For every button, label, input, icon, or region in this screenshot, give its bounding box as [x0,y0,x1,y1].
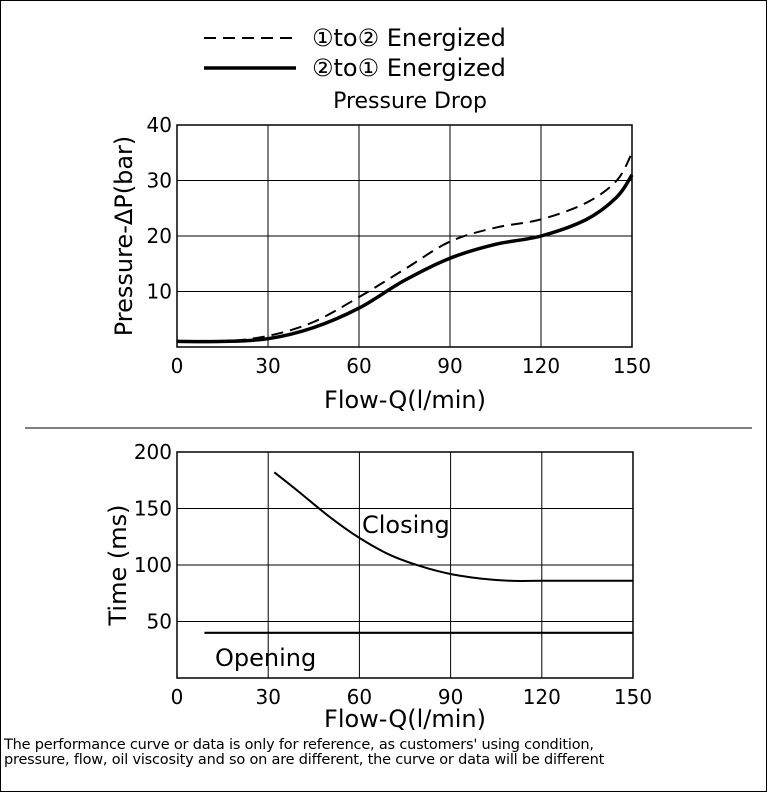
chart-1-y-ticks: 10 20 30 40 [147,113,172,304]
opening-line-label: Opening [215,644,316,672]
x-tick-label: 120 [522,354,560,378]
time-chart: 0 30 60 90 120 150 50 100 150 200 Closing Openin… [104,440,652,733]
x-tick-label: 60 [347,685,372,709]
y-tick-label: 20 [147,224,172,248]
chart-2-y-ticks: 50 100 150 200 [134,440,172,634]
chart-2-grid [177,452,633,678]
legend-series-2-label: ②to① Energized [312,54,506,82]
y-tick-label: 50 [147,610,172,634]
x-tick-label: 150 [614,685,652,709]
chart-1-x-axis-label: Flow-Q(l/min) [324,386,486,414]
y-tick-label: 10 [147,280,172,304]
y-tick-label: 40 [147,113,172,137]
x-tick-label: 30 [255,685,280,709]
x-tick-label: 0 [171,685,184,709]
chart-1-series [176,152,634,344]
y-tick-label: 30 [147,169,172,193]
x-tick-label: 120 [523,685,561,709]
x-tick-label: 60 [346,354,371,378]
disclaimer-note: The performance curve or data is only fo… [4,738,764,768]
chart-1-grid [177,125,632,347]
series-solid-2to1-line [176,173,634,344]
legend-series-1-label: ①to② Energized [312,24,506,52]
chart-1-title: Pressure Drop [333,89,487,114]
chart-2-x-axis-label: Flow-Q(l/min) [324,705,486,733]
y-tick-label: 100 [134,553,172,577]
chart-2-y-axis-label: Time (ms) [104,505,132,627]
chart-2-series [204,471,633,634]
legend: ①to② Energized ②to① Energized [204,24,506,82]
pressure-drop-chart: 0 30 60 90 120 150 10 20 30 40 Flow-Q(l/min) Pre… [110,113,651,414]
series-dashed-1to2-line [176,152,633,343]
x-tick-label: 90 [438,685,463,709]
closing-curve-label: Closing [362,511,450,539]
chart-1-x-ticks: 0 30 60 90 120 150 [171,354,651,378]
y-tick-label: 150 [134,497,172,521]
x-tick-label: 0 [171,354,184,378]
chart-2-x-ticks: 0 30 60 90 120 150 [171,685,652,709]
x-tick-label: 150 [613,354,651,378]
disclaimer-line-2: pressure, flow, oil viscosity and so on … [4,752,605,768]
x-tick-label: 90 [437,354,462,378]
disclaimer-line-1: The performance curve or data is only fo… [4,737,594,753]
chart-1-y-axis-label: Pressure-ΔP(bar) [110,136,138,337]
closing-curve-line [273,471,633,582]
y-tick-label: 200 [134,440,172,464]
x-tick-label: 30 [255,354,280,378]
